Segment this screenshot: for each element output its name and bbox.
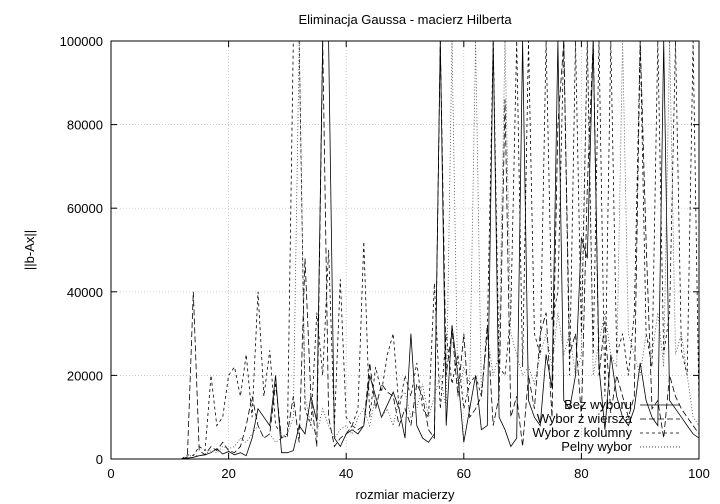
- x-tick-label: 20: [221, 466, 235, 481]
- series-line-1: [181, 41, 699, 459]
- series-line-2: [181, 41, 699, 459]
- y-tick-label: 0: [96, 452, 103, 467]
- x-axis-label: rozmiar macierzy: [356, 487, 455, 502]
- y-tick-label: 60000: [67, 201, 103, 216]
- y-tick-label: 100000: [60, 34, 103, 49]
- plot-frame: [110, 40, 700, 460]
- legend-label: Wybor z wiersza: [537, 411, 633, 426]
- chart-title: Eliminacja Gaussa - macierz Hilberta: [298, 12, 512, 27]
- y-tick-label: 40000: [67, 285, 103, 300]
- y-tick-label: 80000: [67, 118, 103, 133]
- axis-ticks: 0 20 40 60 80 100 0 20000 40000 60000 80000 100000: [60, 34, 710, 481]
- legend-label: Bez wyboru: [564, 397, 632, 412]
- x-tick-label: 40: [339, 466, 353, 481]
- y-axis-label: ||b-Ax||: [22, 230, 37, 270]
- series-group: [181, 41, 699, 459]
- grid: [111, 41, 699, 459]
- x-tick-label: 80: [574, 466, 588, 481]
- legend-label: Wybor z kolumny: [532, 425, 632, 440]
- x-tick-label: 60: [457, 466, 471, 481]
- x-tick-label: 100: [688, 466, 710, 481]
- legend-label: Pelny wybor: [561, 439, 632, 454]
- series-line-4: [181, 41, 699, 459]
- y-tick-label: 20000: [67, 368, 103, 383]
- x-tick-label: 0: [107, 466, 114, 481]
